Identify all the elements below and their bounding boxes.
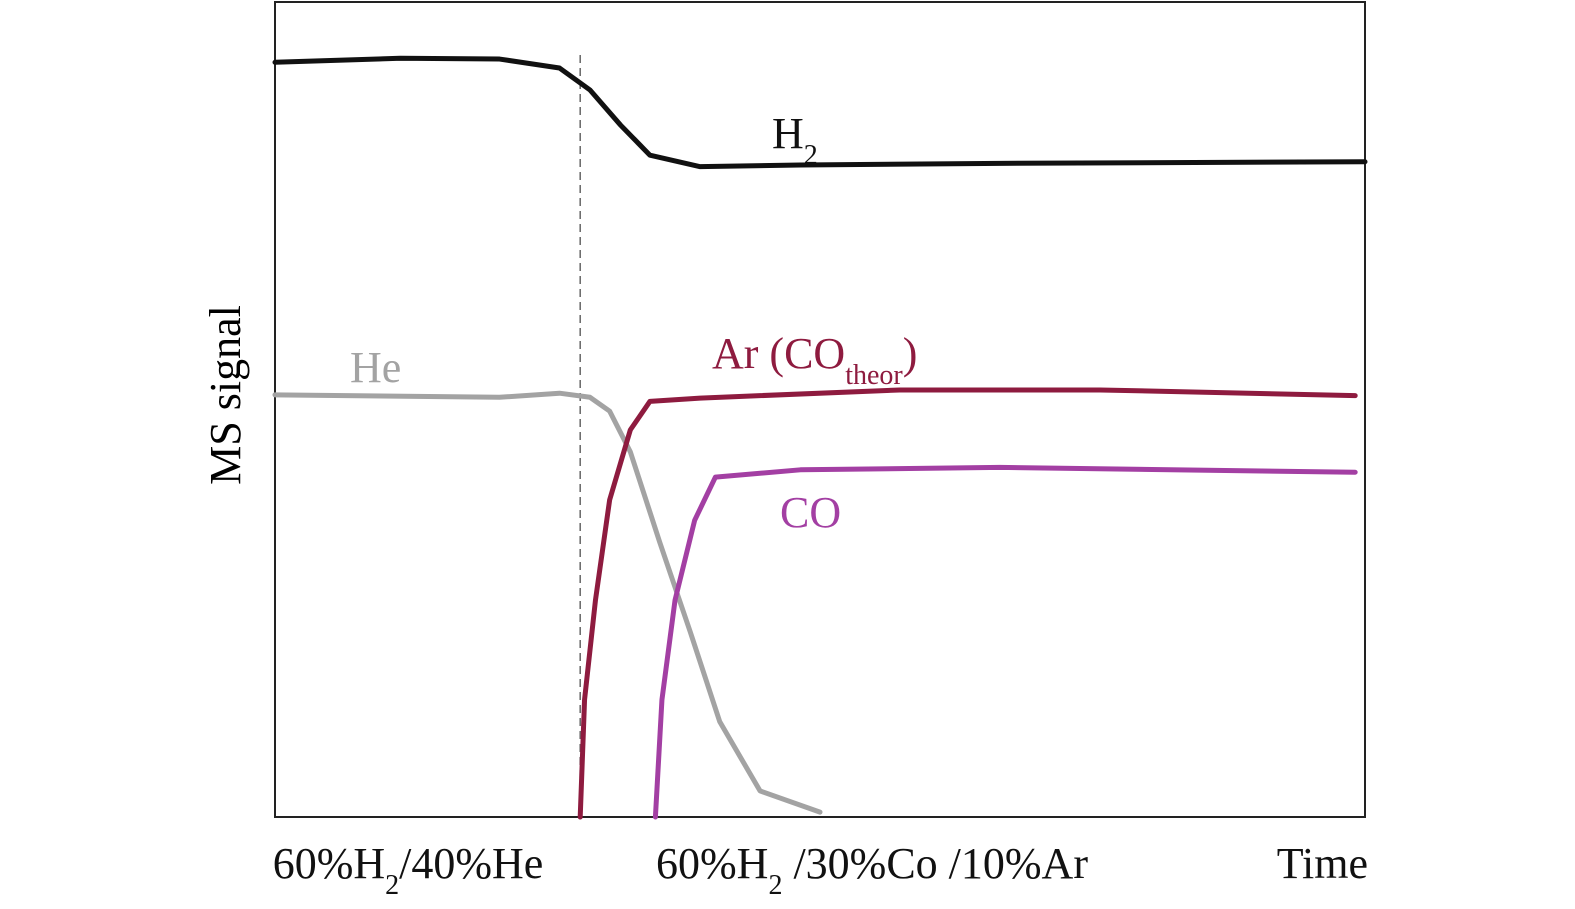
x-label-part: 60%H bbox=[656, 839, 768, 888]
series-label: Ar (COtheor) bbox=[712, 329, 917, 391]
series-label-part: He bbox=[350, 343, 401, 392]
series-label-part: Ar (CO bbox=[712, 329, 845, 378]
y-axis-label: MS signal bbox=[201, 305, 250, 485]
series-label-part: ) bbox=[903, 329, 918, 378]
series-line bbox=[577, 387, 1358, 820]
x-label-part: /40%He bbox=[399, 839, 543, 888]
x-label-part: 60%H bbox=[273, 839, 385, 888]
series-label: He bbox=[350, 343, 401, 392]
plot-frame bbox=[274, 1, 1366, 818]
x-label: 60%H2/40%He bbox=[273, 839, 544, 901]
series-line bbox=[652, 464, 1358, 820]
x-label-part: /30%Co /10%Ar bbox=[782, 839, 1088, 888]
x-label-part: 2 bbox=[768, 870, 782, 901]
series-line bbox=[272, 390, 823, 815]
x-label: Time bbox=[1277, 839, 1368, 888]
x-label: 60%H2 /30%Co /10%Ar bbox=[656, 839, 1088, 901]
series-line bbox=[272, 55, 1368, 170]
series-label-part: CO bbox=[780, 488, 841, 537]
series-label: H2 bbox=[772, 109, 818, 171]
x-label-part: 2 bbox=[385, 870, 399, 901]
x-label-part: Time bbox=[1277, 839, 1368, 888]
series-label-part: H bbox=[772, 109, 804, 158]
series-label-part: 2 bbox=[804, 140, 818, 171]
series-label: CO bbox=[780, 488, 841, 537]
series-label-part: theor bbox=[845, 360, 903, 391]
